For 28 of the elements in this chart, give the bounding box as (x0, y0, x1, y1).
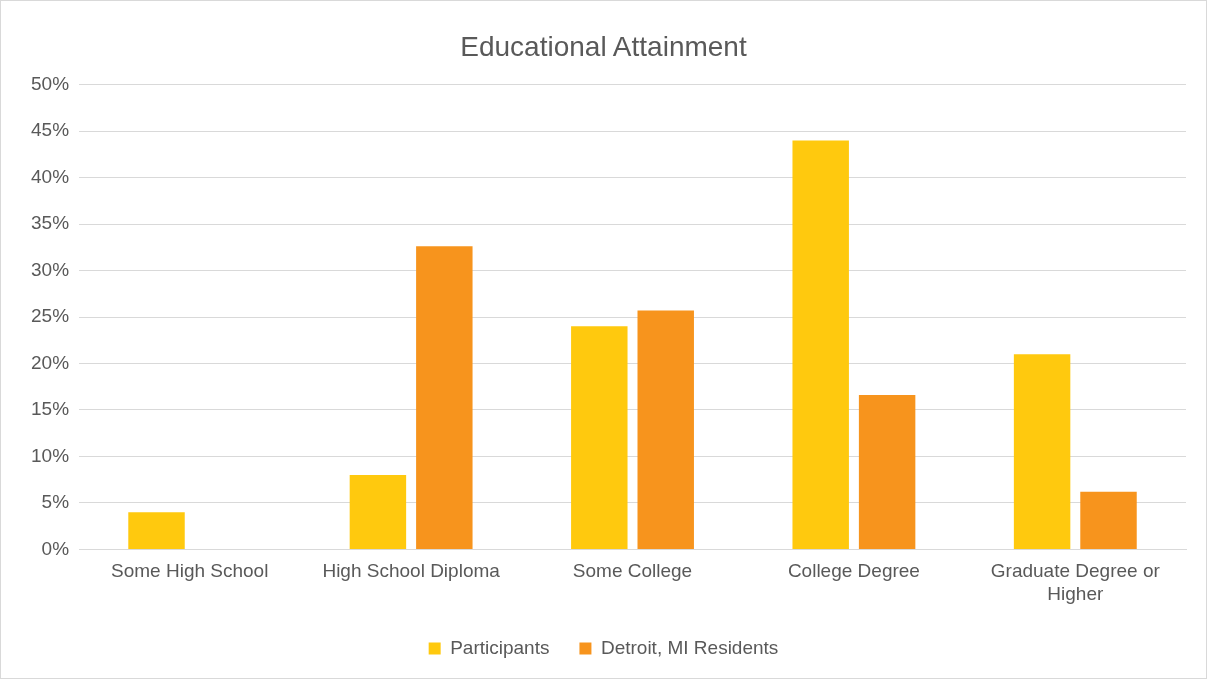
bar (571, 326, 628, 549)
bar (792, 140, 849, 549)
x-tick-label: College Degree (787, 560, 920, 582)
y-tick-label: 45% (31, 119, 70, 141)
x-tick-label: Some College (572, 560, 693, 582)
y-tick-label: 10% (31, 444, 70, 466)
y-tick-label: 30% (31, 258, 70, 280)
x-tick-label: Some High School (111, 560, 269, 582)
legend-label: Detroit, MI Residents (600, 636, 779, 658)
bar (858, 395, 916, 549)
legend-label: Participants (450, 636, 550, 658)
y-tick-label: 40% (31, 165, 70, 187)
bar (128, 512, 185, 549)
y-tick-label: 50% (31, 72, 70, 94)
bar (637, 310, 694, 549)
x-tick-label: High School Diploma (322, 560, 501, 582)
bar (349, 475, 407, 549)
y-tick-label: 20% (31, 351, 70, 373)
y-tick-label: 35% (31, 212, 70, 234)
y-tick-label: 25% (31, 305, 70, 327)
y-tick-label: 0% (41, 537, 70, 559)
y-tick-label: 15% (31, 398, 70, 420)
bar (416, 246, 473, 549)
bar (1080, 491, 1137, 549)
x-tick-label: Graduate Degree or Higher (990, 560, 1161, 604)
y-tick-label: 5% (41, 491, 70, 513)
bar (1013, 354, 1071, 549)
chart-title: Educational Attainment (460, 30, 747, 62)
